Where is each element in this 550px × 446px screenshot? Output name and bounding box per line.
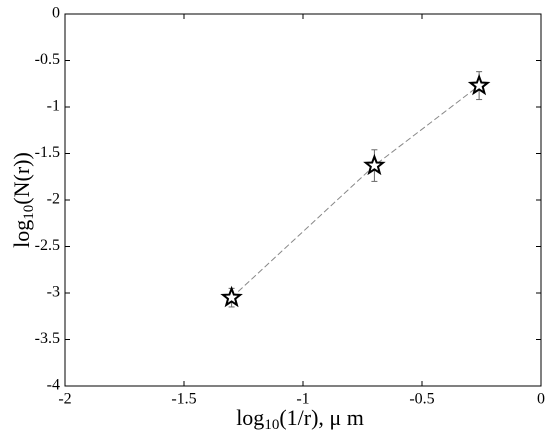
y-tick-label: -3.5 <box>35 330 60 347</box>
x-tick-label: -1 <box>296 391 309 408</box>
x-axis-label: log10(1/r), μ m <box>236 405 364 433</box>
x-tick-label: -2 <box>58 391 71 408</box>
y-label-part: log <box>9 220 34 248</box>
x-tick-label: -0.5 <box>409 391 434 408</box>
y-tick-label: -2.5 <box>35 237 60 254</box>
x-tick-label: 0 <box>537 391 545 408</box>
y-label-sub: 10 <box>21 205 37 220</box>
y-axis-label: log10(N(r)) <box>9 152 37 248</box>
x-label-part: (1/r), μ m <box>279 405 364 430</box>
y-tick-label: -1 <box>47 98 60 115</box>
y-tick-label: -3 <box>47 284 60 301</box>
x-label-sub: 10 <box>264 417 279 433</box>
star-marker <box>220 285 243 308</box>
y-label-part: (N(r)) <box>9 152 34 205</box>
y-tick-label: -1.5 <box>35 144 60 161</box>
y-tick-label: -4 <box>47 377 60 394</box>
fit-line <box>231 85 480 299</box>
x-tick-label: -1.5 <box>171 391 196 408</box>
x-label-part: log <box>236 405 264 430</box>
star-marker <box>467 73 491 96</box>
plot-frame <box>64 13 542 387</box>
y-tick-label: 0 <box>52 5 60 22</box>
y-tick-label: -2 <box>47 191 60 208</box>
star-marker <box>363 153 386 176</box>
y-tick-label: -0.5 <box>35 51 60 68</box>
